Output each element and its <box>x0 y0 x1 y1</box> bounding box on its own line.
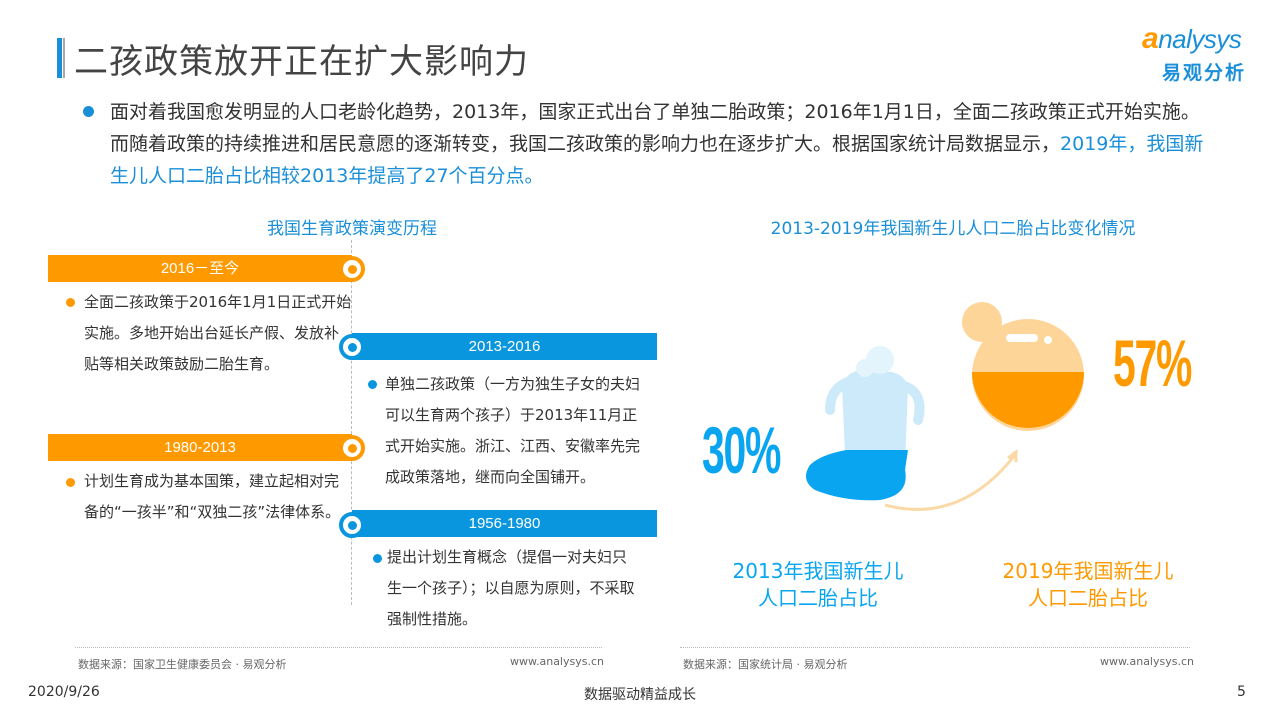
logo-text-en: analysys <box>1142 22 1242 55</box>
divider <box>75 647 602 648</box>
analysys-logo: analysys 易观分析 <box>1138 22 1263 84</box>
period-text-1956: 提出计划生育概念（提倡一对夫妇只生一个孩子）；以自愿为原则，不采取强制性措施。 <box>387 548 635 628</box>
divider <box>680 647 1190 648</box>
source-url: www.analysys.cn <box>1100 655 1194 668</box>
period-bar-2016: 2016－至今 <box>48 255 352 282</box>
period-text-2013: 单独二孩政策（一方为独生子女的夫妇可以生育两个孩子）于2013年11月正式开始实… <box>385 375 641 486</box>
bullet-icon <box>66 298 75 307</box>
page-number: 5 <box>1237 684 1246 700</box>
label-2019-line1: 2019年我国新生儿 <box>1002 559 1174 583</box>
ornament-icon <box>962 302 1084 431</box>
period-text-2016: 全面二孩政策于2016年1月1日正式开始实施。多地开始出台延长产假、发放补贴等相… <box>84 293 352 373</box>
comparison-title: 2013-2019年我国新生儿人口二胎占比变化情况 <box>770 219 1136 239</box>
value-2019: 57% <box>1113 326 1192 400</box>
timeline-node-icon <box>339 256 365 282</box>
title-accent-bar <box>63 38 65 78</box>
bullet-icon <box>368 380 377 389</box>
period-bar-1956: 1956-1980 <box>352 510 657 537</box>
bullet-icon <box>83 106 94 117</box>
source-note: 数据来源：国家统计局 · 易观分析 <box>683 658 848 671</box>
page-title: 二孩政策放开正在扩大影响力 <box>74 42 529 82</box>
label-2013-line1: 2013年我国新生儿 <box>732 559 904 583</box>
footer-slogan: 数据驱动精益成长 <box>584 687 696 703</box>
timeline-node-icon <box>339 435 365 461</box>
bullet-icon <box>66 478 75 487</box>
timeline-title: 我国生育政策演变历程 <box>267 219 437 239</box>
sock-icon <box>806 346 925 501</box>
label-2013: 2013年我国新生儿 人口二胎占比 <box>708 558 928 612</box>
title-accent-bar <box>57 38 62 78</box>
comparison-illustration <box>806 302 1084 511</box>
bullet-icon <box>373 554 382 563</box>
period-text-1980: 计划生育成为基本国策，建立起相对完备的“一孩半”和“双独二孩”法律体系。 <box>84 472 341 521</box>
timeline-node-icon <box>339 334 365 360</box>
intro-paragraph: 面对着我国愈发明显的人口老龄化趋势，2013年，国家正式出台了单独二胎政策；20… <box>110 96 1210 192</box>
source-url: www.analysys.cn <box>510 655 604 668</box>
value-2013: 30% <box>702 413 781 487</box>
intro-text: 面对着我国愈发明显的人口老龄化趋势，2013年，国家正式出台了单独二胎政策；20… <box>110 101 1200 155</box>
label-2013-line2: 人口二胎占比 <box>758 586 878 610</box>
timeline-axis <box>351 240 352 605</box>
logo-text-cn: 易观分析 <box>1162 62 1247 84</box>
timeline-node-icon <box>339 512 365 538</box>
period-bar-2013: 2013-2016 <box>352 333 657 360</box>
source-note: 数据来源：国家卫生健康委员会 · 易观分析 <box>78 658 287 671</box>
footer-date: 2020/9/26 <box>28 684 100 700</box>
arrow-icon <box>884 454 1017 511</box>
label-2019: 2019年我国新生儿 人口二胎占比 <box>978 558 1198 612</box>
intro-highlight: 2019年，我国新生儿人口二胎占比相较2013年提高了27个百分点。 <box>110 133 1204 187</box>
period-bar-1980: 1980-2013 <box>48 434 352 461</box>
label-2019-line2: 人口二胎占比 <box>1028 586 1148 610</box>
